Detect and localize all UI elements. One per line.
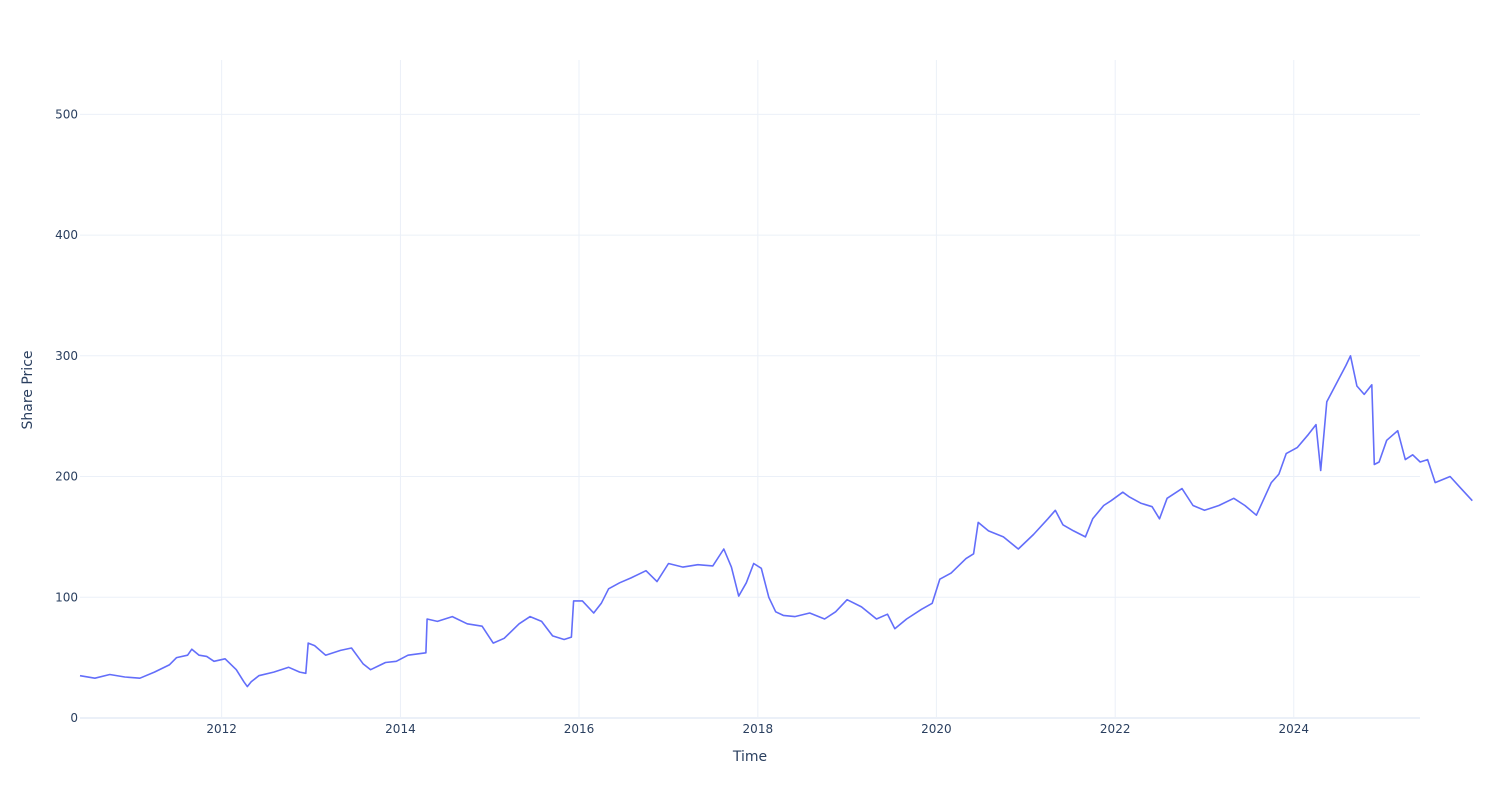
x-tick-label: 2012 (206, 722, 237, 736)
x-tick-label: 2016 (564, 722, 595, 736)
x-tick-label: 2022 (1100, 722, 1131, 736)
x-tick-label: 2020 (921, 722, 952, 736)
y-gridlines (80, 113, 1420, 719)
y-tick-label: 100 (55, 590, 78, 604)
y-tick-label: 300 (55, 349, 78, 363)
x-tick-label: 2018 (743, 722, 774, 736)
series-line (79, 355, 1473, 688)
x-gridlines (221, 60, 1295, 718)
x-axis-title: Time (732, 749, 767, 765)
y-axis-title: Share Price (20, 350, 36, 429)
y-tick-labels: 0 100 200 300 400 500 (55, 107, 78, 725)
y-tick-label: 500 (55, 107, 78, 121)
x-tick-label: 2014 (385, 722, 416, 736)
y-tick-label: 400 (55, 228, 78, 242)
series-layer (79, 355, 1473, 688)
y-tick-label: 0 (70, 711, 78, 725)
x-tick-label: 2024 (1279, 722, 1310, 736)
x-tick-labels: 2012 2014 2016 2018 2020 2022 2024 (206, 722, 1309, 736)
y-tick-label: 200 (55, 470, 78, 484)
